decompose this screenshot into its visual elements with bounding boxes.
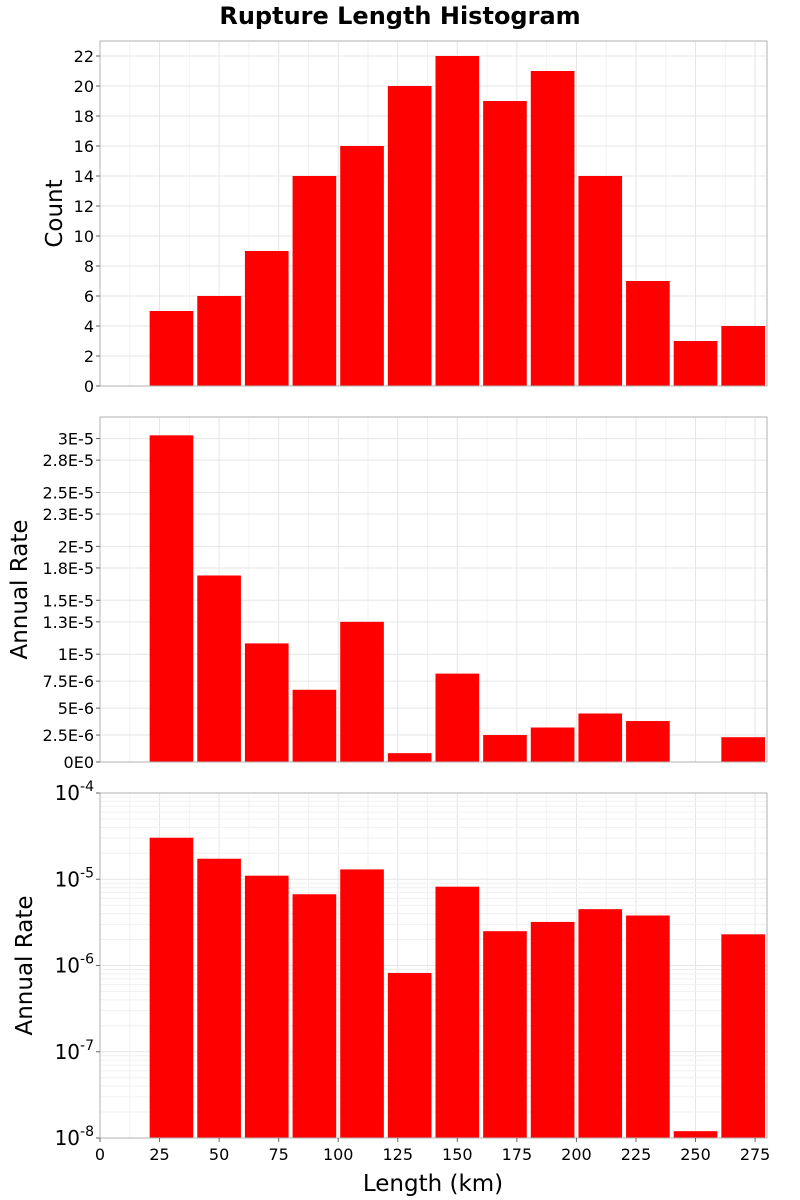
y-tick-labels: 0E0 2.5E-6 5E-6 7.5E-6 1E-5 1.3E-5 1.5E-5 1.8E-… <box>42 430 100 772</box>
y-tick-label: 2.5E-6 <box>42 726 94 745</box>
bar <box>483 101 527 386</box>
x-tick-label: 250 <box>680 1145 711 1164</box>
y-tick-label: 7.5E-6 <box>42 672 94 691</box>
x-tick-label: 0 <box>95 1145 105 1164</box>
bar <box>626 281 670 386</box>
x-axis-label: Length (km) <box>363 1171 503 1197</box>
bar <box>673 341 718 386</box>
y-tick-label: 1.8E-5 <box>42 559 94 578</box>
bar <box>244 875 289 1138</box>
bar <box>149 311 194 386</box>
bar <box>435 886 480 1138</box>
y-tick-label: 8 <box>84 257 94 276</box>
y-tick-labels: 10-8 10-7 10-6 10-5 10-4 <box>55 779 100 1150</box>
y-tick-label: 2.8E-5 <box>42 451 94 470</box>
y-tick-label: 0E0 <box>64 753 94 772</box>
bar <box>387 86 432 386</box>
bar <box>530 71 575 386</box>
bar <box>626 721 670 762</box>
y-tick-label: 10-4 <box>55 779 95 805</box>
x-tick-label: 275 <box>740 1145 771 1164</box>
bar <box>530 921 575 1138</box>
y-tick-label: 2.5E-5 <box>42 483 94 502</box>
bar <box>483 735 527 762</box>
y-axis-label: Count <box>42 179 68 247</box>
x-tick-label: 150 <box>442 1145 473 1164</box>
bar <box>578 176 623 386</box>
bar <box>578 909 623 1138</box>
y-tick-label: 10-6 <box>55 952 95 978</box>
plot-frame <box>99 40 768 387</box>
y-tick-label: 2E-5 <box>58 537 94 556</box>
bar <box>197 575 241 762</box>
bar <box>387 972 432 1138</box>
bars <box>149 837 765 1138</box>
plot-frame <box>99 416 768 763</box>
bar <box>340 869 384 1138</box>
bar <box>340 146 384 386</box>
bar <box>626 915 670 1138</box>
y-tick-label: 0 <box>84 377 94 396</box>
y-tick-label: 14 <box>74 167 94 186</box>
bar <box>244 643 289 762</box>
bar <box>197 858 241 1138</box>
bar <box>244 251 289 386</box>
bar <box>435 56 480 386</box>
bar <box>721 737 765 762</box>
y-tick-label: 10-7 <box>55 1038 94 1064</box>
y-tick-label: 2.3E-5 <box>42 505 94 524</box>
bar <box>149 435 194 762</box>
x-tick-label: 175 <box>502 1145 533 1164</box>
bar <box>721 326 765 386</box>
y-tick-label: 5E-6 <box>58 699 94 718</box>
bar <box>292 894 337 1138</box>
bar <box>483 931 527 1138</box>
y-tick-label: 20 <box>74 77 94 96</box>
bar <box>292 176 337 386</box>
x-tick-label: 75 <box>268 1145 288 1164</box>
y-tick-label: 1E-5 <box>58 645 94 664</box>
x-tick-label: 225 <box>621 1145 652 1164</box>
bar <box>673 1131 718 1138</box>
y-tick-label: 10-8 <box>55 1124 94 1150</box>
bar <box>292 689 337 762</box>
annual-rate-linear-panel: 0E0 2.5E-6 5E-6 7.5E-6 1E-5 1.3E-5 1.5E-5 1.8E-… <box>7 416 768 772</box>
bars <box>149 435 765 762</box>
chart-title: Rupture Length Histogram <box>219 2 581 30</box>
y-tick-label: 22 <box>74 47 94 66</box>
bar <box>530 727 575 762</box>
y-tick-label: 4 <box>84 317 94 336</box>
x-tick-label: 100 <box>323 1145 354 1164</box>
y-tick-label: 2 <box>84 347 94 366</box>
y-tick-label: 12 <box>74 197 94 216</box>
y-tick-label: 3E-5 <box>58 430 94 449</box>
count-panel: 0 2 4 6 8 10 12 14 16 18 20 22 Count <box>42 40 768 396</box>
x-tick-label: 200 <box>561 1145 592 1164</box>
bar <box>435 673 480 762</box>
bar <box>340 621 384 762</box>
y-tick-label: 10-5 <box>55 865 94 891</box>
y-tick-label: 10 <box>74 227 94 246</box>
y-tick-label: 1.3E-5 <box>42 613 94 632</box>
bar <box>149 837 194 1138</box>
x-tick-label: 125 <box>382 1145 413 1164</box>
x-tick-label: 50 <box>209 1145 229 1164</box>
y-tick-label: 18 <box>74 107 94 126</box>
y-axis-label: Annual Rate <box>12 896 38 1036</box>
bar <box>387 753 432 762</box>
x-tick-label: 25 <box>149 1145 169 1164</box>
y-tick-labels: 0 2 4 6 8 10 12 14 16 18 20 22 <box>74 47 100 396</box>
bar <box>721 934 765 1138</box>
x-axis: 0 25 50 75 100 125 150 175 200 225 250 275 <box>95 1138 770 1164</box>
bar <box>197 296 241 386</box>
y-axis-label: Annual Rate <box>7 520 33 660</box>
y-tick-label: 6 <box>84 287 94 306</box>
y-tick-label: 16 <box>74 137 94 156</box>
bars <box>149 56 765 386</box>
bar <box>578 713 623 762</box>
annual-rate-log-panel: 10-8 10-7 10-6 10-5 10-4 Annual Rate <box>12 779 768 1150</box>
y-tick-label: 1.5E-5 <box>42 591 94 610</box>
